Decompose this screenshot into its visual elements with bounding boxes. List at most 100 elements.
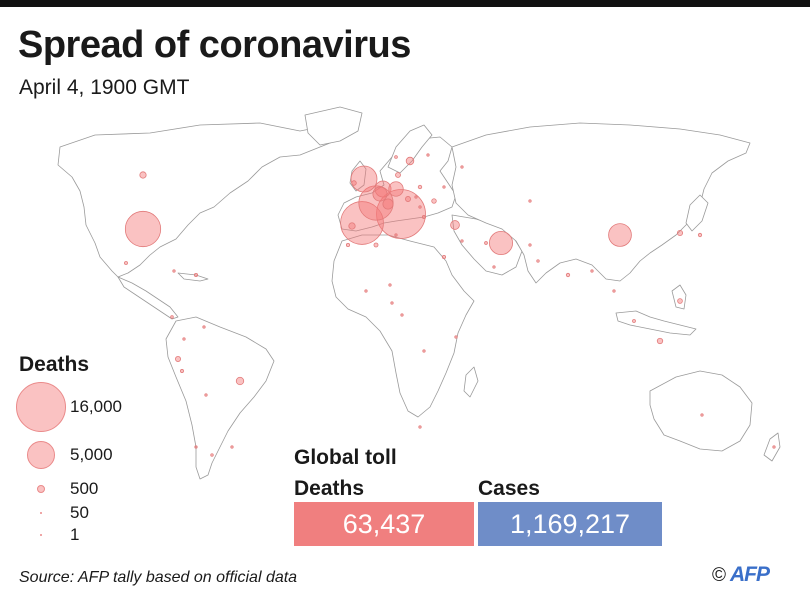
legend-circle [36,484,46,494]
bubble-venezuela [202,325,206,329]
legend-item: 16,000 [0,382,170,432]
bubble-tunisia [394,233,398,237]
bubble-new-zealand [772,445,776,449]
bubble-ecuador [175,356,181,362]
bubble-colombia [182,337,186,341]
bubble-israel [460,239,464,243]
bubble-dr-congo [422,349,426,353]
bubble-pakistan [536,259,540,263]
bubble-norway [394,155,398,159]
cases-total-box: 1,169,217 [478,502,662,546]
europe-outline [337,136,457,232]
new-zealand-outline [763,432,781,462]
land-outlines [57,106,781,480]
australia-outline [649,370,753,452]
bubble-dominican-republic [193,272,199,278]
bubble-uruguay [230,445,234,449]
bubble-turkey [450,220,460,230]
bubble-egypt [441,254,447,260]
copyright-symbol: © [712,565,726,586]
legend-title: Deaths [19,353,90,376]
legend-item: 1 [0,520,170,550]
bubble-united-kingdom [350,165,378,193]
bubble-malaysia [632,319,636,323]
central-america-outline [117,276,179,320]
bubble-ukraine [442,185,446,189]
bubble-panama [170,315,174,319]
legend-circle [16,382,66,432]
bubble-cuba [172,269,176,273]
bubble-switzerland [382,198,394,210]
caribbean-outline [177,272,209,282]
bubble-south-korea [676,229,684,237]
bubble-bolivia [204,393,208,397]
bubble-poland [417,184,423,190]
bubble-portugal [348,222,356,230]
bubble-serbia [418,205,422,209]
deaths-total-box: 63,437 [294,502,474,546]
bubble-romania [431,198,437,204]
bubble-niger [388,283,392,287]
bubble-united-states [124,210,162,248]
bubble-afghanistan [528,243,532,247]
bubble-hungary [414,195,418,199]
bubble-china [608,223,632,247]
bubble-germany [388,181,404,197]
madagascar-outline [463,366,479,398]
bubble-argentina [210,453,214,457]
page-title: Spread of coronavirus [18,24,411,66]
south-america-outline [165,316,275,480]
bubble-thailand [612,289,616,293]
bubble-sweden [405,156,415,166]
asia-outline [451,122,751,284]
bubble-russia [460,165,464,169]
bubble-greece [421,214,427,220]
legend-item: 500 [0,474,170,504]
bubble-denmark [395,172,401,178]
bubble-spain [340,201,384,245]
bubble-belgium [372,186,388,202]
greenland-outline [304,106,363,146]
bubble-brazil [235,376,245,386]
bubble-saudi-arabia [492,265,496,269]
legend-item: 5,000 [0,440,170,470]
bubble-ireland [351,180,357,186]
bubble-japan [697,232,703,238]
legend-label: 16,000 [70,397,122,416]
japan-outline [685,194,709,232]
bubble-peru [180,369,184,373]
scandinavia-outline [387,124,433,174]
bubble-mexico [124,261,128,265]
bubble-australia [700,413,704,417]
bubble-bangladesh [590,269,594,273]
bubble-indonesia [656,337,664,345]
africa-outline [331,234,475,418]
cases-label: Cases [478,477,540,500]
legend-circle [27,441,55,469]
bubble-algeria [373,242,379,248]
indonesia-outline [615,310,697,336]
legend-label: 1 [70,525,80,544]
bubble-kazakhstan [528,199,532,203]
philippines-outline [671,284,687,310]
bubble-iraq [484,241,488,245]
uk-outline [349,160,367,192]
bubble-india [565,272,571,278]
bubble-austria [405,196,411,202]
deaths-label: Deaths [294,477,365,500]
credit: © AFP [712,563,770,587]
top-rule [0,0,810,7]
legend-label: 500 [70,479,99,498]
bubble-italy [376,189,426,239]
legend-label: 5,000 [70,445,113,464]
bubble-canada [139,171,147,179]
north-america-outline [57,122,346,278]
legend-circle [39,511,43,515]
legend-label: 50 [70,503,89,522]
bubble-layer [124,153,776,457]
global-toll-title: Global toll [294,446,397,469]
bubble-kenya [454,335,458,339]
source-note: Source: AFP tally based on official data [19,569,298,586]
bubble-morocco [345,242,351,248]
bubble-finland [426,153,430,157]
